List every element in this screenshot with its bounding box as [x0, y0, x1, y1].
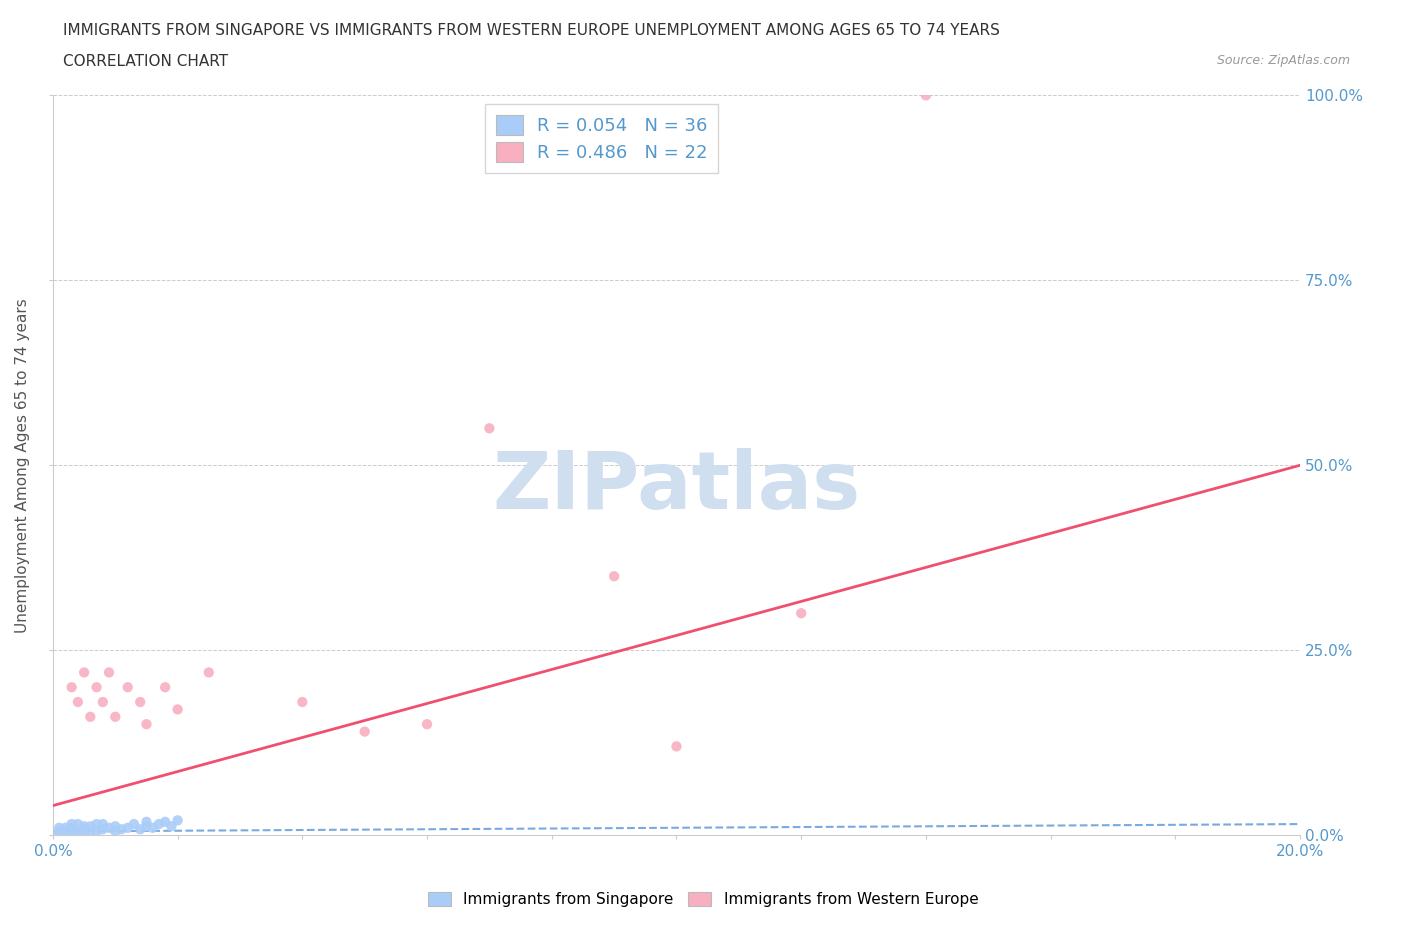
Point — [603, 569, 626, 584]
Point — [86, 824, 108, 839]
Point — [66, 828, 89, 843]
Point — [104, 818, 127, 833]
Point — [51, 828, 73, 843]
Point — [91, 822, 114, 837]
Point — [60, 824, 83, 839]
Point — [98, 665, 121, 680]
Point — [91, 695, 114, 710]
Point — [60, 820, 83, 835]
Point — [122, 817, 145, 831]
Point — [60, 680, 83, 695]
Point — [55, 820, 77, 835]
Text: Source: ZipAtlas.com: Source: ZipAtlas.com — [1216, 54, 1350, 67]
Point — [48, 824, 70, 839]
Point — [73, 818, 96, 833]
Legend: R = 0.054   N = 36, R = 0.486   N = 22: R = 0.054 N = 36, R = 0.486 N = 22 — [485, 104, 718, 173]
Point — [79, 824, 101, 839]
Point — [160, 818, 183, 833]
Point — [60, 817, 83, 831]
Text: ZIPatlas: ZIPatlas — [492, 448, 860, 526]
Point — [135, 717, 157, 732]
Point — [478, 421, 501, 436]
Point — [45, 828, 67, 843]
Point — [66, 817, 89, 831]
Point — [98, 820, 121, 835]
Point — [153, 815, 176, 830]
Point — [104, 710, 127, 724]
Point — [135, 818, 157, 833]
Point — [58, 828, 80, 843]
Point — [117, 680, 139, 695]
Point — [665, 739, 688, 754]
Point — [86, 680, 108, 695]
Point — [166, 813, 188, 828]
Text: CORRELATION CHART: CORRELATION CHART — [63, 54, 228, 69]
Y-axis label: Unemployment Among Ages 65 to 74 years: Unemployment Among Ages 65 to 74 years — [15, 298, 30, 632]
Point — [91, 817, 114, 831]
Point — [790, 605, 813, 620]
Point — [73, 828, 96, 843]
Point — [79, 710, 101, 724]
Point — [86, 817, 108, 831]
Point — [55, 824, 77, 839]
Legend: Immigrants from Singapore, Immigrants from Western Europe: Immigrants from Singapore, Immigrants fr… — [422, 885, 984, 913]
Point — [416, 717, 439, 732]
Point — [166, 702, 188, 717]
Point — [148, 817, 170, 831]
Point — [135, 815, 157, 830]
Point — [353, 724, 375, 739]
Point — [73, 665, 96, 680]
Point — [142, 820, 165, 835]
Point — [291, 695, 314, 710]
Point — [915, 88, 938, 103]
Point — [66, 695, 89, 710]
Point — [129, 695, 152, 710]
Point — [66, 824, 89, 839]
Point — [48, 820, 70, 835]
Point — [104, 824, 127, 839]
Point — [73, 822, 96, 837]
Point — [110, 822, 132, 837]
Point — [117, 820, 139, 835]
Point — [198, 665, 221, 680]
Point — [79, 818, 101, 833]
Point — [129, 822, 152, 837]
Text: IMMIGRANTS FROM SINGAPORE VS IMMIGRANTS FROM WESTERN EUROPE UNEMPLOYMENT AMONG A: IMMIGRANTS FROM SINGAPORE VS IMMIGRANTS … — [63, 23, 1000, 38]
Point — [153, 680, 176, 695]
